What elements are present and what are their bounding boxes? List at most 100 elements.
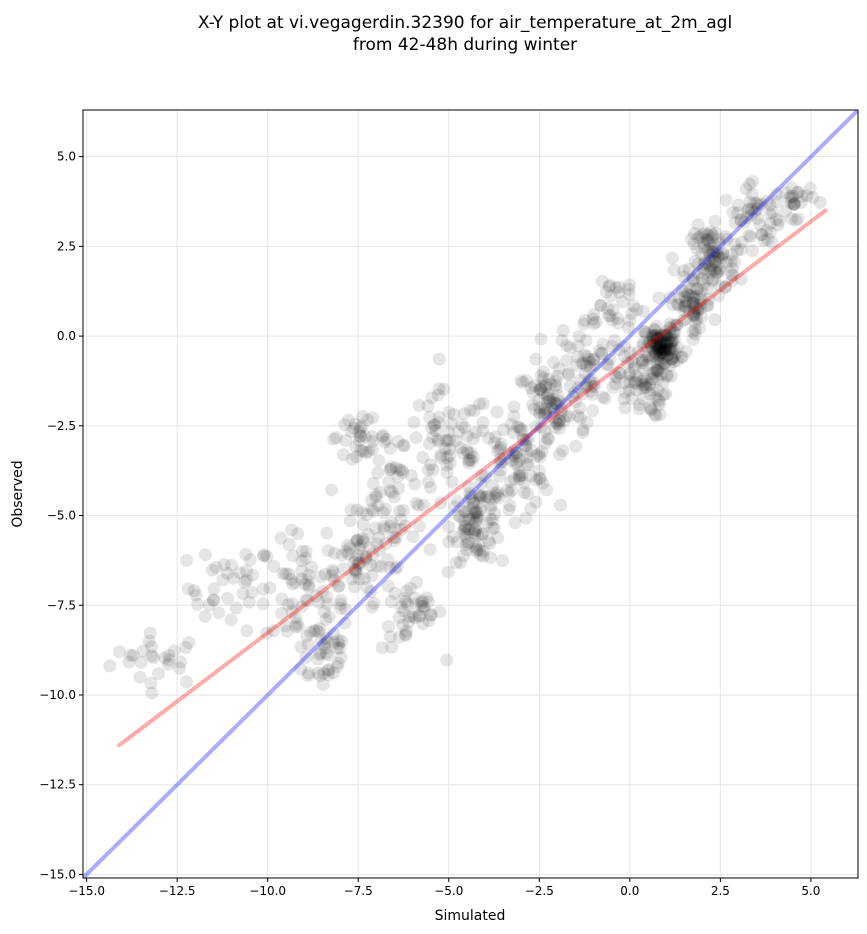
- scatter-point: [550, 417, 564, 431]
- scatter-point: [462, 454, 476, 468]
- scatter-point: [693, 230, 707, 244]
- scatter-point: [612, 285, 626, 299]
- scatter-point: [582, 355, 596, 369]
- scatter-point: [304, 625, 317, 639]
- scatter-point: [703, 247, 717, 261]
- scatter-point: [695, 283, 708, 297]
- scatter-point: [649, 330, 663, 344]
- scatter-point: [509, 446, 523, 460]
- scatter-point: [397, 438, 411, 452]
- scatter-point: [649, 364, 663, 378]
- y-tick-label: −2.5: [47, 419, 76, 433]
- scatter-point: [383, 520, 397, 533]
- scatter-point: [763, 207, 777, 221]
- scatter-point: [607, 333, 621, 347]
- scatter-point: [649, 339, 663, 353]
- scatter-point: [533, 408, 547, 422]
- scatter-point: [384, 595, 398, 608]
- scatter-point: [726, 268, 740, 282]
- scatter-point: [568, 386, 581, 400]
- scatter-point: [689, 289, 703, 303]
- scatter-point: [622, 288, 636, 302]
- scatter-point: [580, 349, 594, 363]
- scatter-point: [207, 582, 221, 596]
- scatter-point: [750, 202, 764, 216]
- scatter-point: [651, 383, 665, 397]
- scatter-point: [539, 406, 553, 420]
- scatter-point: [426, 430, 440, 444]
- scatter-point: [317, 637, 331, 651]
- scatter-point: [359, 553, 373, 567]
- scatter-point: [534, 369, 548, 383]
- scatter-point: [365, 600, 379, 614]
- scatter-point: [622, 282, 636, 296]
- scatter-point: [657, 388, 670, 402]
- scatter-point: [145, 686, 159, 700]
- scatter-point: [317, 666, 331, 680]
- scatter-point: [539, 402, 553, 416]
- scatter-point: [661, 334, 675, 348]
- scatter-point: [693, 297, 707, 311]
- scatter-point: [556, 323, 570, 337]
- scatter-point: [444, 417, 458, 431]
- scatter-point: [689, 298, 703, 312]
- scatter-point: [477, 397, 490, 410]
- scatter-point: [712, 249, 726, 263]
- scatter-point: [372, 454, 386, 467]
- scatter-point: [652, 291, 666, 305]
- scatter-point: [424, 608, 438, 621]
- scatter-point: [553, 414, 567, 428]
- scatter-point: [573, 401, 587, 415]
- scatter-point: [446, 530, 460, 544]
- scatter-point: [755, 228, 769, 241]
- regression-line: [117, 208, 828, 748]
- scatter-point: [351, 548, 365, 562]
- scatter-point: [603, 352, 617, 366]
- scatter-point: [355, 419, 369, 433]
- scatter-point: [321, 544, 335, 558]
- scatter-point: [712, 237, 726, 251]
- scatter-point: [457, 513, 471, 527]
- scatter-point: [432, 382, 446, 396]
- scatter-point: [458, 527, 472, 540]
- scatter-point: [610, 370, 624, 384]
- scatter-point: [377, 519, 391, 533]
- scatter-point: [562, 409, 576, 423]
- scatter-point: [432, 352, 446, 366]
- scatter-point: [458, 421, 472, 435]
- scatter-point: [309, 589, 323, 603]
- scatter-point: [679, 294, 693, 308]
- grid: [83, 110, 858, 878]
- scatter-point: [180, 675, 193, 689]
- scatter-point: [350, 450, 363, 464]
- scatter-point: [528, 379, 541, 393]
- scatter-point: [509, 450, 523, 464]
- scatter-point: [576, 425, 590, 439]
- scatter-point: [574, 411, 587, 425]
- scatter-point: [341, 547, 355, 561]
- scatter-point: [551, 388, 564, 402]
- scatter-point: [364, 558, 377, 572]
- scatter-point: [187, 584, 201, 598]
- scatter-point: [611, 316, 625, 330]
- scatter-point: [282, 538, 296, 551]
- scatter-point: [305, 560, 319, 574]
- x-tick-label: −2.5: [525, 884, 554, 898]
- scatter-point: [460, 543, 474, 557]
- scatter-point: [643, 378, 656, 392]
- scatter-point: [217, 558, 231, 571]
- scatter-point: [519, 511, 533, 525]
- scatter-point: [409, 431, 423, 445]
- scatter-point: [267, 559, 281, 573]
- scatter-point: [476, 415, 490, 429]
- scatter-point: [421, 463, 435, 477]
- scatter-point: [681, 287, 694, 301]
- scatter-point: [592, 344, 606, 358]
- scatter-point: [571, 339, 585, 353]
- scatter-point: [665, 369, 678, 383]
- scatter-point: [513, 472, 527, 486]
- scatter-point: [691, 257, 705, 271]
- scatter-point: [404, 469, 418, 483]
- scatter-point: [440, 653, 454, 667]
- scatter-point: [345, 452, 359, 466]
